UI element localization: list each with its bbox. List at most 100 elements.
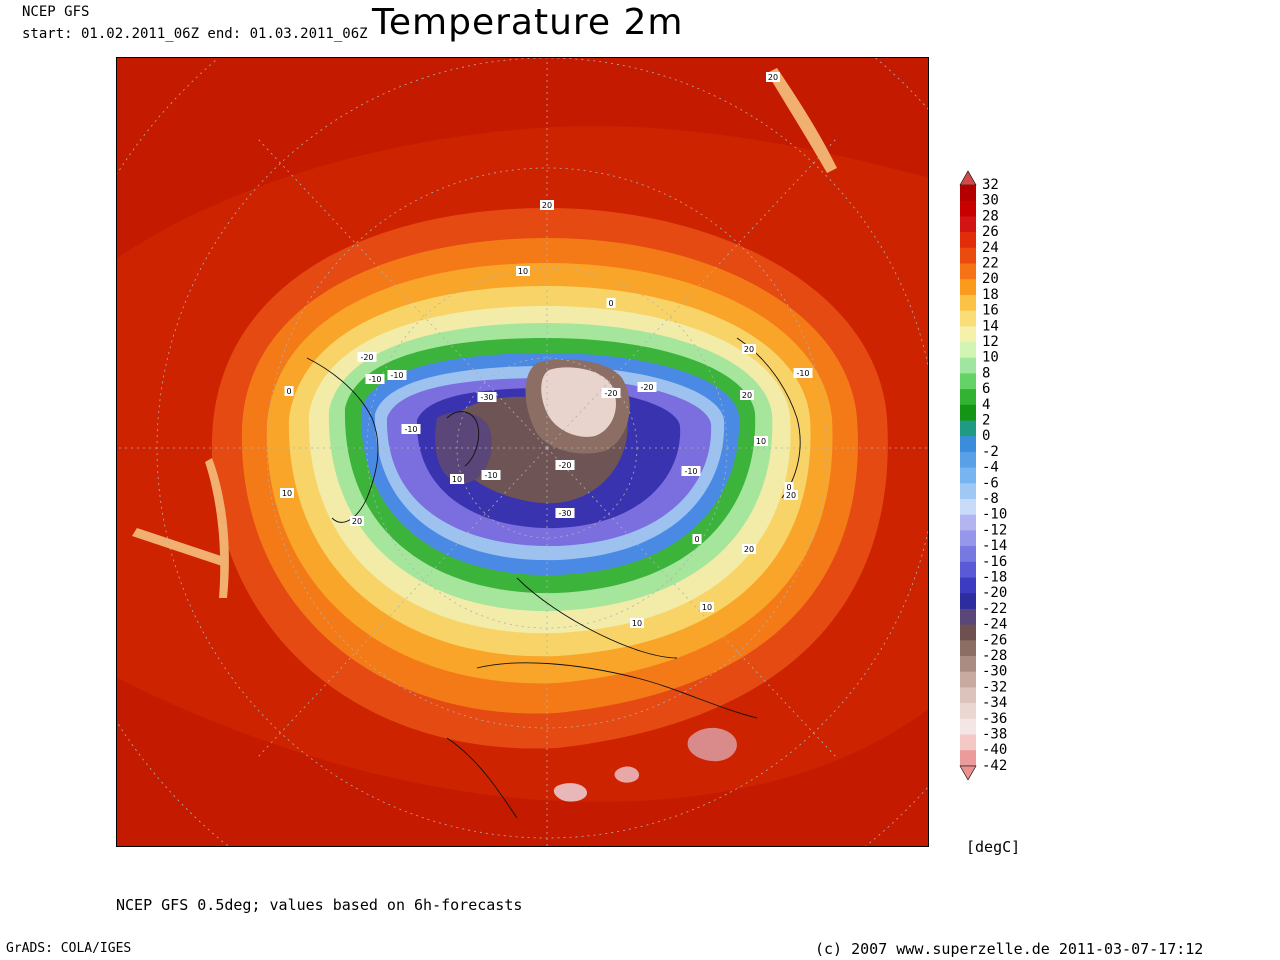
- contour-label-bg: [784, 490, 798, 500]
- hot-spot-sahel: [614, 766, 640, 783]
- colorbar-band: [960, 420, 976, 437]
- colorbar-band: [960, 279, 976, 296]
- contour-label-bg: [793, 368, 813, 378]
- graticule: [117, 58, 928, 846]
- colorbar-band: [960, 750, 976, 767]
- colorbar-tick-label: -32: [982, 679, 1007, 695]
- colorbar-band: [960, 671, 976, 688]
- colorbar-tick-label: -2: [982, 444, 999, 460]
- colorbar-top-arrow: [959, 170, 977, 186]
- contour-label: 10: [756, 437, 766, 446]
- contour-label: 0: [786, 483, 791, 492]
- colorbar-tick-label: -40: [982, 742, 1007, 758]
- contour-label: -10: [796, 369, 809, 378]
- hot-band-south: [117, 678, 928, 846]
- colorbar-tick-label: -18: [982, 570, 1007, 586]
- contour-label-bg: [280, 488, 294, 498]
- contour-label: 20: [352, 517, 362, 526]
- colorbar-band: [960, 703, 976, 720]
- colorbar-tick-label: 12: [982, 334, 999, 350]
- colorbar-tick-label: 4: [982, 397, 990, 413]
- colorbar-band: [960, 436, 976, 453]
- colorbar-band: [960, 561, 976, 578]
- colorbar-bottom-arrow: [959, 765, 977, 781]
- colorbar-tick-label: -26: [982, 632, 1007, 648]
- colorbar-tick-label: -38: [982, 727, 1007, 743]
- contour-label-bg: [284, 386, 294, 396]
- contour-label-bg: [754, 436, 768, 446]
- contour-label-bg: [637, 382, 657, 392]
- hot-spot-westafrica: [553, 783, 587, 802]
- contour-label: -10: [404, 425, 417, 434]
- contour-label-bg: [516, 266, 530, 276]
- colorbar-tick-label: -30: [982, 664, 1007, 680]
- colorbar-band: [960, 467, 976, 484]
- contour-label-bg: [681, 466, 701, 476]
- colorbar-band: [960, 200, 976, 217]
- copyright-timestamp: (c) 2007 www.superzelle.de 2011-03-07-17…: [815, 940, 1204, 958]
- contour-label: -20: [640, 383, 653, 392]
- colorbar-tick-label: -28: [982, 648, 1007, 664]
- contour-label-bg: [387, 370, 407, 380]
- contour-label: -10: [368, 375, 381, 384]
- contour-label: 20: [744, 545, 754, 554]
- colorbar-tick-label: -22: [982, 601, 1007, 617]
- terrain-streak-ne: [767, 68, 837, 173]
- contour-label-bg: [742, 544, 756, 554]
- colorbar-tick-label: 2: [982, 413, 990, 429]
- contour-label-bg: [450, 474, 464, 484]
- contour-label-bg: [477, 392, 497, 402]
- colorbar-tick-label: 32: [982, 177, 999, 193]
- colorbar-band: [960, 624, 976, 641]
- colorbar-tick-label: 8: [982, 365, 990, 381]
- colorbar-band: [960, 342, 976, 359]
- contour-label: 20: [542, 201, 552, 210]
- contour-label-bg: [606, 298, 616, 308]
- hot-spot-sudan: [687, 727, 737, 762]
- colorbar-tick-label: 6: [982, 381, 990, 397]
- colorbar-band: [960, 687, 976, 704]
- colorbar-tick-label: -4: [982, 460, 999, 476]
- colorbar-tick-label: -42: [982, 758, 1007, 774]
- greenland-cold: [435, 412, 492, 484]
- colorbar-band: [960, 514, 976, 531]
- colorbar-tick-label: -10: [982, 507, 1007, 523]
- colorbar-tick-label: -34: [982, 695, 1007, 711]
- contour-label-bg: [555, 508, 575, 518]
- colorbar-tick-label: 30: [982, 193, 999, 209]
- contour-label: -20: [604, 389, 617, 398]
- contour-labels: 20 10 0 -10 -20 -30 -10 -20 -10 0 10 20 10 -10 -20 -30 -…: [280, 72, 813, 628]
- colorbar-tick-label: -14: [982, 538, 1007, 554]
- contour-label-bg: [766, 72, 780, 82]
- colorbar-tick-label: 14: [982, 318, 999, 334]
- software-credit: GrADS: COLA/IGES: [6, 941, 132, 956]
- contour-label: 10: [282, 489, 292, 498]
- contour-label-bg: [784, 482, 794, 492]
- colorbar-tick-label: -12: [982, 522, 1007, 538]
- contour-label-bg: [742, 344, 756, 354]
- contour-label-bg: [601, 388, 621, 398]
- colorbar-tick-label: -8: [982, 491, 999, 507]
- colorbar-band: [960, 530, 976, 547]
- colorbar-band: [960, 357, 976, 374]
- contour-label: -10: [390, 371, 403, 380]
- contour-label: -10: [684, 467, 697, 476]
- contour-label-bg: [481, 470, 501, 480]
- colorbar-tick-label: 22: [982, 256, 999, 272]
- colorbar-band: [960, 185, 976, 202]
- colorbar-tick-label: 28: [982, 208, 999, 224]
- colorbar-band: [960, 656, 976, 673]
- colorbar-tick-label: -36: [982, 711, 1007, 727]
- terrain-streak-w: [132, 528, 227, 566]
- temperature-map: 20 10 0 -10 -20 -30 -10 -20 -10 0 10 20 10 -10 -20 -30 -…: [116, 57, 929, 847]
- colorbar-band: [960, 546, 976, 563]
- contour-label-bg: [350, 516, 364, 526]
- contour-label-bg: [357, 352, 377, 362]
- data-description: NCEP GFS 0.5deg; values based on 6h-fore…: [116, 896, 523, 914]
- colorbar-band: [960, 247, 976, 264]
- map-canvas: 20 10 0 -10 -20 -30 -10 -20 -10 0 10 20 10 -10 -20 -30 -…: [117, 58, 928, 846]
- colorbar-tick-label: 26: [982, 224, 999, 240]
- colorbar-band: [960, 499, 976, 516]
- colorbar-tick-label: 10: [982, 350, 999, 366]
- contour-label: 0: [608, 299, 613, 308]
